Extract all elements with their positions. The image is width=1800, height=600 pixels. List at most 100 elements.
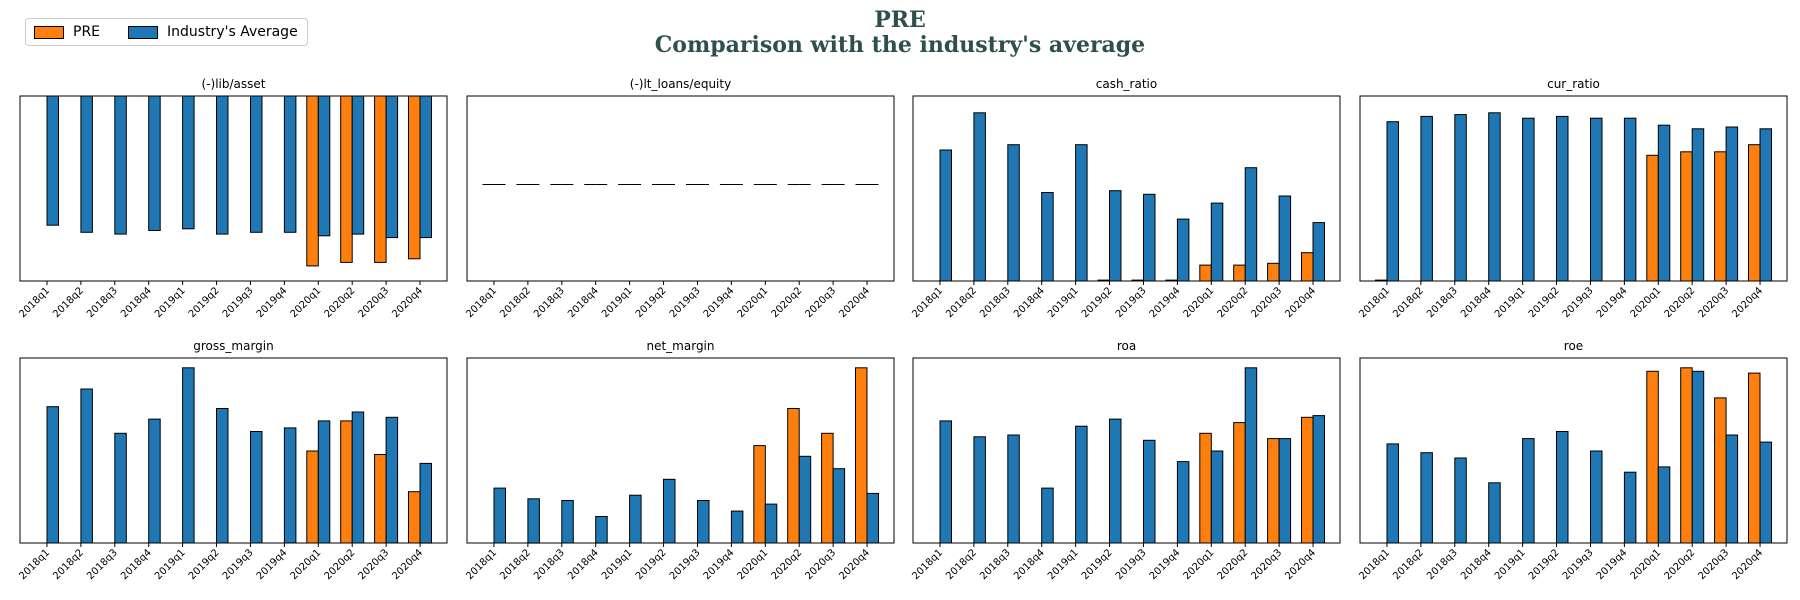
x-tick-label: 2018q3 [1425, 285, 1460, 320]
panel-title: roe [1564, 339, 1583, 353]
x-tick-label: 2018q2 [51, 285, 86, 320]
panel-frame [1359, 95, 1788, 282]
x-tick-label: 2019q2 [1527, 285, 1562, 320]
x-tick-label: 2020q3 [356, 285, 391, 320]
bar-industry-2019q2 [663, 478, 676, 544]
bar-industry-2020q1 [764, 503, 778, 544]
bar-pre-2020q3 [1714, 397, 1727, 544]
x-tick-label: 2018q4 [1459, 547, 1494, 582]
x-tick-label: 2020q4 [1283, 547, 1318, 582]
bar-industry-2019q4 [1623, 471, 1637, 544]
panel-title: cur_ratio [1547, 77, 1600, 91]
bar-pre-2020q2 [1680, 151, 1693, 282]
bar-industry-2020q3 [1725, 434, 1739, 544]
x-tick-label: 2020q3 [1249, 547, 1284, 582]
x-tick-label: 2020q1 [736, 547, 771, 582]
x-tick-label: 2020q4 [837, 285, 872, 320]
legend-swatch-industry [128, 25, 159, 39]
x-tick-label: 2020q1 [1629, 547, 1664, 582]
x-tick-label: 2020q1 [736, 285, 771, 320]
bar-industry-2018q1 [46, 406, 59, 544]
x-tick-label: 2019q3 [221, 285, 256, 320]
x-tick-label: 2018q3 [532, 547, 567, 582]
bar-industry-2018q3 [114, 432, 127, 544]
bar-industry-2019q3 [250, 95, 263, 233]
x-tick-label: 2020q3 [803, 547, 838, 582]
x-tick-label: 2018q1 [1357, 285, 1392, 320]
bar-industry-2018q1 [1386, 443, 1399, 544]
bar-pre-2020q4 [1301, 252, 1314, 282]
bar-pre-2020q1 [306, 450, 319, 544]
panel-frame [912, 95, 1341, 282]
bar-industry-2019q1 [1522, 438, 1535, 544]
bar-industry-2018q2 [527, 498, 540, 544]
x-tick-label: 2018q3 [532, 285, 567, 320]
bar-industry-2020q3 [1725, 126, 1739, 282]
bar-industry-2019q1 [629, 494, 642, 544]
bar-industry-2020q2 [351, 411, 365, 544]
x-tick-label: 2019q2 [1080, 285, 1115, 320]
x-tick-label: 2019q1 [1493, 547, 1528, 582]
bar-pre-2020q4 [855, 367, 868, 544]
bar-industry-2018q4 [148, 95, 161, 231]
bar-industry-2020q2 [1244, 167, 1258, 282]
bar-industry-2019q1 [1075, 144, 1088, 282]
bar-industry-2020q4 [1759, 441, 1772, 544]
x-tick-label: 2020q2 [323, 547, 358, 582]
x-tick-label: 2019q4 [1148, 285, 1183, 320]
bar-pre-2020q3 [1267, 262, 1280, 282]
bar-industry-2018q3 [1454, 457, 1467, 544]
panel-net-margin: net_margin 2018q1 2018q2 2018q3 2018q4 2019q1… [464, 339, 895, 582]
bar-pre-2020q4 [1748, 144, 1761, 282]
bar-industry-2020q4 [1312, 222, 1325, 282]
bar-industry-2018q3 [561, 500, 574, 544]
bar-pre-2020q1 [753, 445, 766, 544]
x-tick-label: 2019q1 [1493, 285, 1528, 320]
bar-industry-2020q2 [798, 455, 812, 544]
bar-industry-2020q4 [419, 462, 432, 544]
bar-pre-2020q3 [821, 432, 834, 544]
bar-industry-2019q2 [1556, 115, 1569, 282]
bar-pre-2020q4 [408, 95, 421, 260]
bar-pre-2020q3 [374, 454, 387, 544]
x-tick-label: 2018q1 [1357, 547, 1392, 582]
bar-industry-2020q1 [317, 420, 331, 544]
x-tick-label: 2020q2 [1216, 285, 1251, 320]
x-tick-label: 2019q1 [153, 547, 188, 582]
x-tick-label: 2019q3 [668, 285, 703, 320]
bar-industry-2019q2 [216, 95, 229, 235]
panel-title: gross_margin [193, 339, 273, 353]
x-tick-label: 2018q2 [1391, 285, 1426, 320]
x-tick-label: 2020q3 [1249, 285, 1284, 320]
x-tick-label: 2019q3 [1561, 285, 1596, 320]
bar-industry-2019q4 [730, 510, 744, 544]
bar-industry-2019q1 [182, 367, 195, 544]
bar-industry-2019q1 [182, 95, 195, 230]
bar-industry-2019q1 [1075, 425, 1088, 544]
panel-title: net_margin [646, 339, 714, 353]
panel-frame [466, 357, 895, 544]
x-tick-label: 2018q2 [944, 547, 979, 582]
x-tick-label: 2019q2 [1080, 547, 1115, 582]
bar-pre-2020q1 [1199, 432, 1212, 544]
panel-frame [1359, 357, 1788, 544]
x-tick-label: 2018q3 [85, 547, 120, 582]
bar-industry-2018q1 [46, 95, 59, 226]
bar-industry-2019q4 [1176, 218, 1190, 282]
x-tick-label: 2019q1 [600, 285, 635, 320]
x-tick-label: 2020q1 [1629, 285, 1664, 320]
panel-frame [19, 95, 448, 282]
bar-pre-2020q4 [1748, 372, 1761, 544]
bar-pre-2020q1 [1646, 370, 1659, 544]
x-tick-label: 2018q4 [566, 547, 601, 582]
bar-industry-2018q4 [1041, 192, 1054, 282]
x-tick-label: 2019q4 [255, 285, 290, 320]
x-tick-label: 2020q3 [1696, 547, 1731, 582]
bar-industry-2019q2 [1109, 418, 1122, 544]
bar-industry-2020q1 [317, 95, 331, 237]
bar-industry-2020q2 [1244, 367, 1258, 544]
x-tick-label: 2018q4 [566, 285, 601, 320]
